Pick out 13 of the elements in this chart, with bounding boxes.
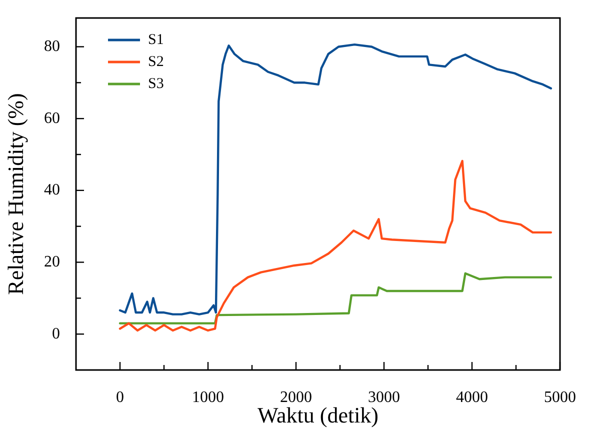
x-tick-label: 5000 [544, 388, 576, 406]
x-tick-label: 0 [116, 388, 124, 406]
y-tick-label: 20 [44, 253, 60, 270]
legend-label: S2 [148, 54, 164, 70]
x-tick-label: 1000 [192, 388, 224, 406]
y-tick-label: 0 [52, 325, 60, 342]
y-tick-label: 60 [44, 110, 60, 127]
legend-label: S3 [148, 76, 164, 92]
x-tick-label: 4000 [456, 388, 488, 406]
legend-label: S1 [148, 32, 164, 48]
y-tick-label: 80 [44, 38, 60, 55]
y-axis-title: Relative Humidity (%) [2, 93, 28, 295]
y-tick-label: 40 [44, 182, 60, 199]
